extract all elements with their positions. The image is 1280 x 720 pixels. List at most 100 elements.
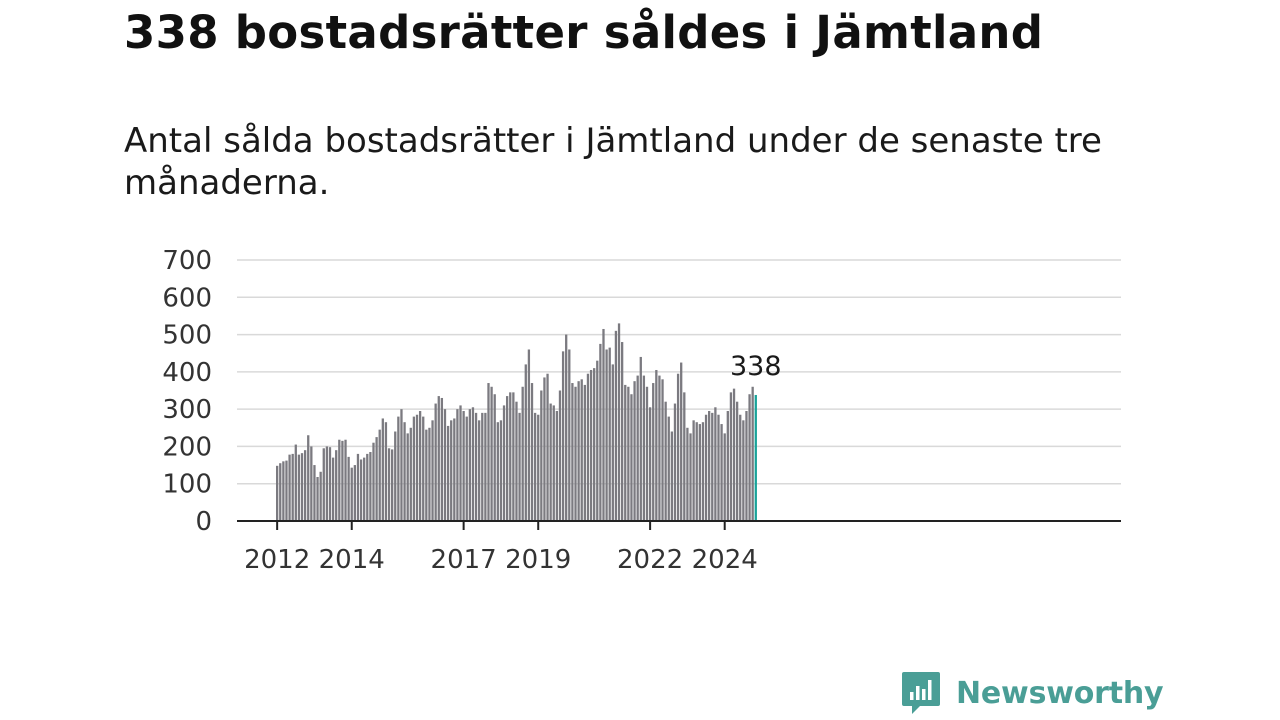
bar [617,323,621,521]
bar [366,453,369,521]
bar [350,467,353,521]
y-tick-label: 700 [162,246,212,276]
bar [571,383,574,521]
bar-chart: 0 100 200 300 400 500 600 700 2012 2014 2017 2019 20… [162,246,1121,575]
bar [282,461,285,521]
page-title: 338 bostadsrätter såldes i Jämtland [124,6,1044,59]
bar [307,435,310,521]
bar [658,375,661,521]
bar [655,369,658,521]
bar [294,444,297,521]
bar [695,422,698,521]
bar [478,420,481,521]
bar [509,392,512,521]
x-tick-label: 2014 [319,545,385,575]
bar [446,425,450,521]
page-subtitle: Antal sålda bostadsrätter i Jämtland und… [124,121,1102,203]
bar [608,347,611,521]
bar [574,386,577,521]
bar [611,364,614,521]
bar [527,349,531,521]
bar [645,386,649,521]
bar [297,454,301,521]
bar [739,414,742,521]
bar [533,412,537,521]
bar [481,412,484,521]
bar [453,418,456,521]
bar [378,429,381,521]
newsworthy-logo: Newsworthy [900,668,1164,718]
bar [518,412,521,521]
bar [285,460,288,521]
bar [577,381,580,521]
bar [732,388,736,521]
bar [524,364,527,521]
bar [359,459,363,521]
bar [614,330,618,521]
bar [344,439,347,521]
bar [300,453,304,521]
highlight-value-label: 338 [730,351,782,382]
x-tick-label: 2017 [431,545,497,575]
bar [369,452,372,521]
bar [704,414,708,521]
bar [462,411,465,521]
bar [633,381,636,521]
bar [751,386,754,521]
bar [639,356,642,521]
bar [546,373,549,521]
bar [540,390,543,521]
bar [456,409,459,521]
bar [652,383,655,521]
bar [745,411,748,521]
bar [583,384,586,521]
bar [580,379,583,521]
bar [313,465,316,521]
bar [319,471,322,521]
bar [589,369,593,521]
bar [425,429,428,521]
bar [418,411,422,521]
y-tick-label: 300 [162,395,212,425]
bar [720,424,723,521]
bar [537,414,540,521]
bar [440,397,444,521]
x-tick-label: 2024 [692,545,758,575]
bar [714,407,717,521]
bar [363,457,366,521]
bar [689,433,692,521]
bar [627,386,630,521]
bar [303,450,307,521]
bar [291,453,294,521]
x-tick-label: 2019 [505,545,571,575]
bar [443,409,447,521]
bar [499,420,503,521]
bar [335,450,338,521]
bar [412,416,416,521]
bar [648,407,652,521]
bar [471,407,475,521]
y-tick-label: 600 [162,283,212,313]
bar [400,409,403,521]
bar [683,392,686,521]
bar [708,411,711,521]
bar [676,373,680,521]
bar [468,409,471,521]
bar [316,477,319,521]
bar [667,416,670,521]
bar [605,349,608,521]
bar [515,401,518,521]
bar [742,420,745,521]
y-tick-label: 500 [162,321,212,351]
bar [353,465,356,521]
bar [356,453,360,521]
bar [288,454,291,521]
bar [661,379,664,521]
bar [409,427,412,521]
bar [624,384,627,521]
bar [748,394,751,521]
y-tick-label: 0 [195,507,212,537]
bar-highlight [754,394,757,521]
bar [394,431,397,521]
bar [496,422,499,521]
